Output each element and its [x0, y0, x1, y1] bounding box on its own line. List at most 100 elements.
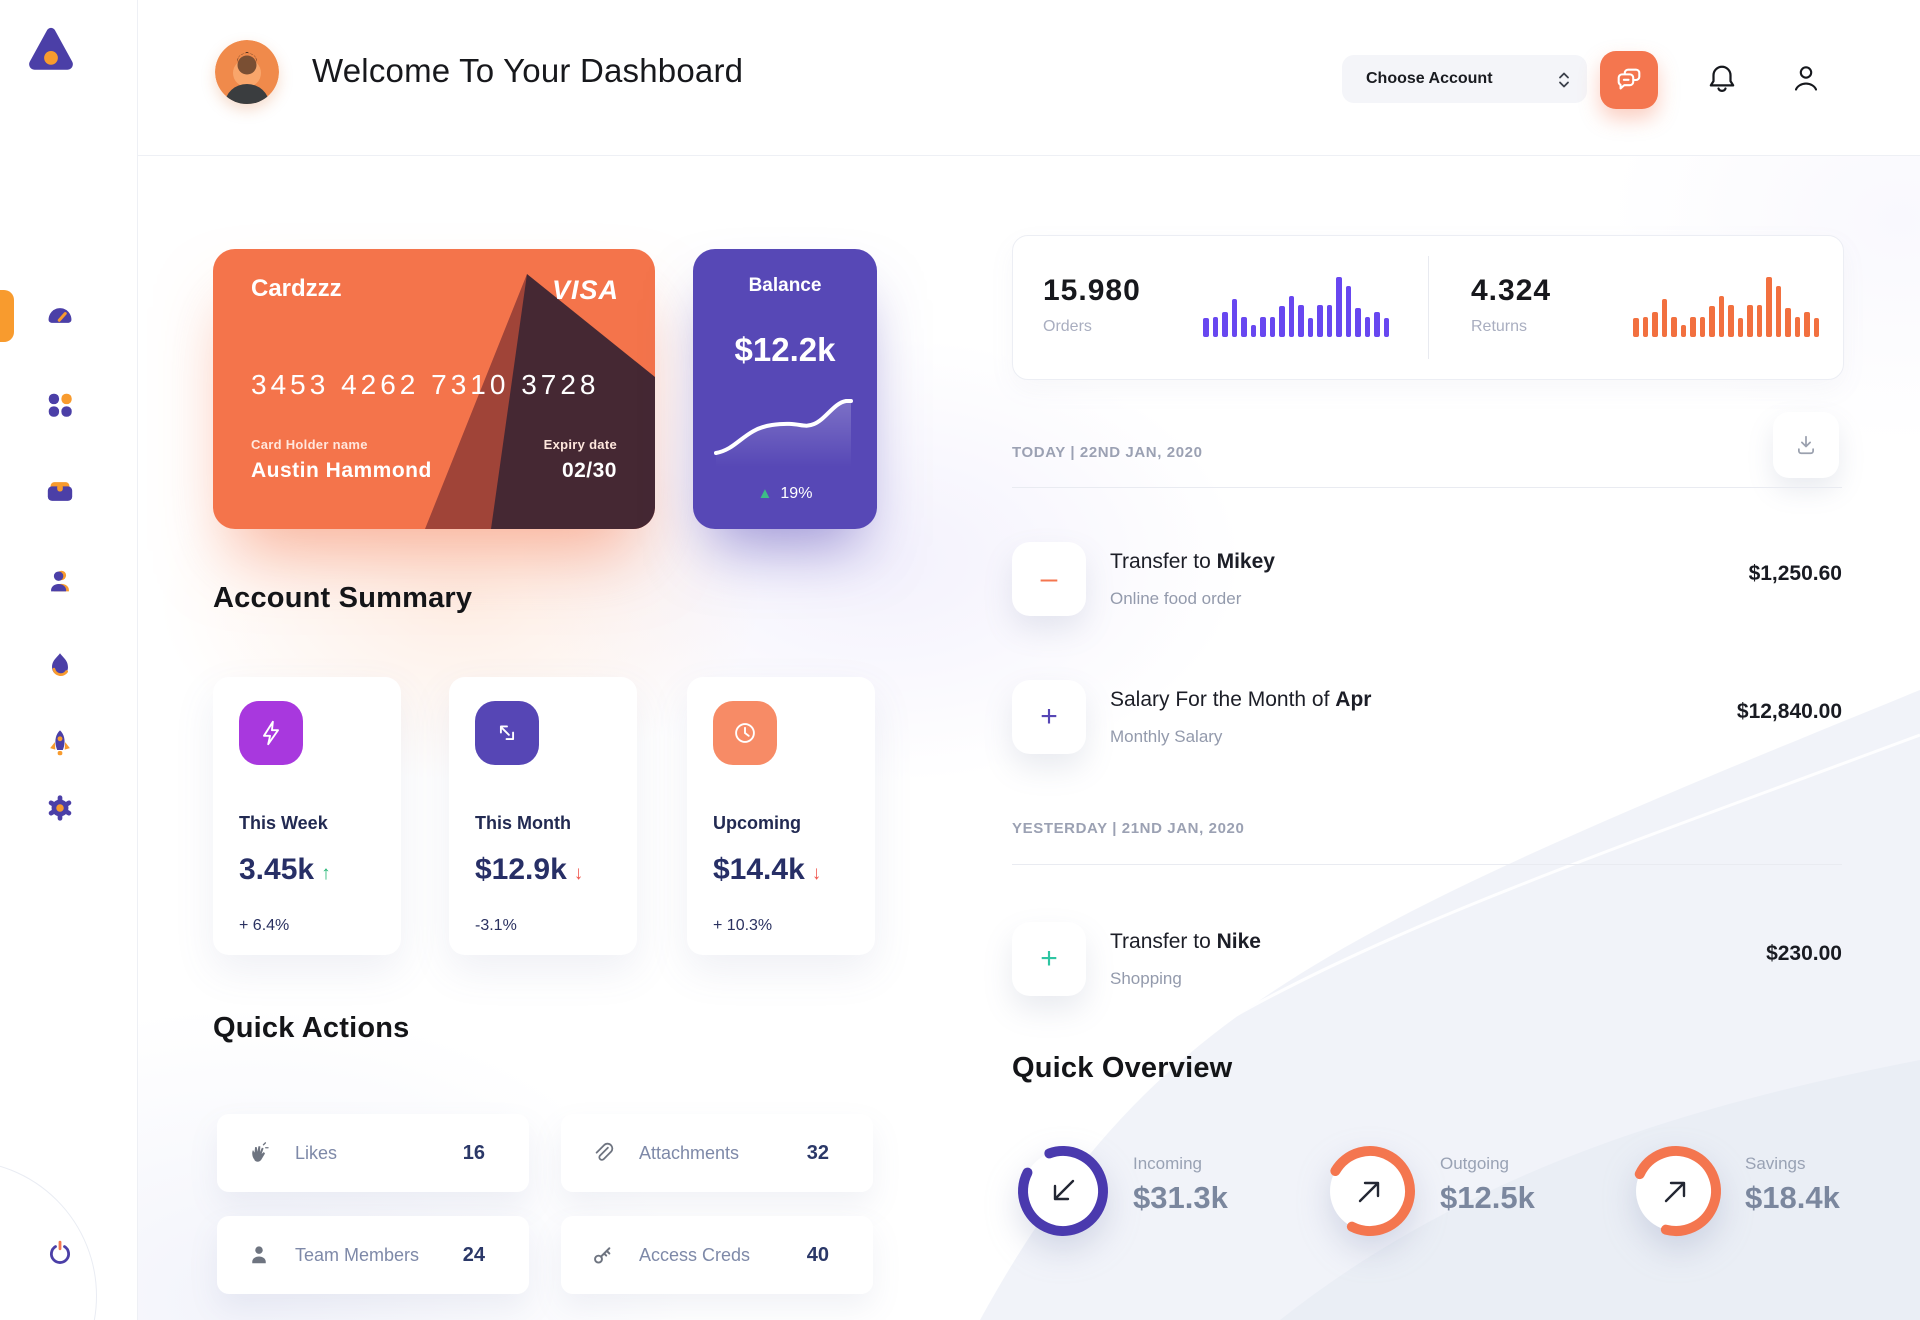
- quick-action-count: 40: [806, 1243, 829, 1266]
- orders-value: 15.980: [1043, 274, 1141, 307]
- flame-icon: [52, 653, 68, 677]
- lightning-icon: [239, 701, 303, 765]
- card-expiry-label: Expiry date: [543, 437, 617, 452]
- power-icon: [49, 1240, 71, 1264]
- overview-label: Savings: [1745, 1154, 1806, 1173]
- quick-action-label: Likes: [295, 1142, 338, 1163]
- transactions-date-yesterday: YESTERDAY | 21ND JAN, 2020: [1012, 820, 1245, 837]
- overview-value: $18.4k: [1745, 1180, 1840, 1215]
- transaction-subtitle: Online food order: [1110, 589, 1242, 608]
- sidebar-active-indicator: [0, 290, 14, 342]
- transaction-row-nike[interactable]: + Transfer to Nike Shopping $230.00: [1012, 922, 1842, 996]
- visa-logo: VISA: [551, 275, 619, 305]
- grid-icon: [48, 393, 72, 417]
- sidebar-item-settings[interactable]: [45, 793, 75, 823]
- chat-icon: [1617, 68, 1641, 90]
- user-avatar[interactable]: [215, 40, 279, 104]
- speedometer-icon: [48, 308, 72, 323]
- quick-overview-title: Quick Overview: [1012, 1052, 1233, 1084]
- quick-action-count: 16: [462, 1141, 485, 1164]
- transaction-row-salary[interactable]: + Salary For the Month of Apr Monthly Sa…: [1012, 680, 1842, 754]
- download-icon: [1798, 435, 1814, 455]
- trend-arrow-icon: ↓: [811, 863, 822, 884]
- account-summary-title: Account Summary: [213, 582, 473, 614]
- profile-button[interactable]: [1790, 62, 1822, 99]
- user-icon: [1794, 66, 1818, 91]
- account-select[interactable]: Choose Account: [1342, 55, 1587, 103]
- balance-value: $12.2k: [734, 331, 836, 368]
- briefcase-icon: [47, 482, 73, 501]
- summary-card-upcoming: Upcoming $14.4k ↓ + 10.3%: [687, 677, 875, 955]
- divider: [1012, 864, 1842, 865]
- divider: [1012, 487, 1842, 488]
- transaction-subtitle: Monthly Salary: [1110, 727, 1223, 746]
- card-decor-triangles: [425, 274, 655, 529]
- overview-label: Outgoing: [1440, 1154, 1509, 1173]
- overview-label: Incoming: [1133, 1154, 1202, 1173]
- quick-action-team-members[interactable]: Team Members 24: [217, 1216, 529, 1294]
- balance-label: Balance: [748, 275, 822, 296]
- transaction-title: Salary For the Month of Apr: [1110, 688, 1372, 711]
- account-select-label: Choose Account: [1366, 70, 1493, 87]
- trend-arrow-icon: ↓: [573, 863, 584, 884]
- summary-label: Upcoming: [713, 813, 801, 833]
- summary-change: + 10.3%: [713, 917, 773, 934]
- quick-action-label: Team Members: [295, 1244, 420, 1265]
- card-number: 3453 4262 7310 3728: [251, 369, 600, 400]
- app-logo[interactable]: [22, 22, 80, 80]
- summary-card-this-month: This Month $12.9k ↓ -3.1%: [449, 677, 637, 955]
- key-icon: [594, 1247, 611, 1264]
- user-icon: [51, 570, 69, 592]
- summary-value: $12.9k ↓: [475, 853, 584, 886]
- messages-button[interactable]: [1600, 51, 1658, 109]
- transaction-amount: $1,250.60: [1748, 562, 1842, 585]
- sidebar-item-dashboard[interactable]: [45, 302, 75, 332]
- quick-action-label: Attachments: [639, 1142, 740, 1163]
- quick-action-count: 32: [806, 1141, 829, 1164]
- transaction-amount: $230.00: [1766, 942, 1842, 965]
- sidebar-item-work[interactable]: [45, 477, 75, 507]
- overview-value: $31.3k: [1133, 1180, 1228, 1215]
- quick-action-label: Access Creds: [639, 1244, 751, 1265]
- transaction-title: Transfer to Mikey: [1110, 550, 1275, 573]
- returns-label: Returns: [1471, 318, 1528, 335]
- summary-value: $14.4k ↓: [713, 853, 822, 886]
- transactions-date-today: TODAY | 22ND JAN, 2020: [1012, 444, 1203, 461]
- quick-action-count: 24: [462, 1243, 485, 1266]
- returns-bar-chart: [1633, 275, 1819, 337]
- up-arrow-icon: ▲: [757, 485, 773, 502]
- sidebar-item-apps[interactable]: [45, 390, 75, 420]
- savings-ring: [1631, 1146, 1721, 1236]
- sidebar: [0, 0, 138, 1320]
- sidebar-item-launch[interactable]: [45, 728, 75, 758]
- quick-action-attachments[interactable]: Attachments 32: [561, 1114, 873, 1192]
- sidebar-logout[interactable]: [45, 1237, 75, 1267]
- sidebar-item-trending[interactable]: [45, 650, 75, 680]
- minus-icon: –: [1012, 542, 1086, 616]
- paperclip-icon: [595, 1142, 614, 1161]
- returns-value: 4.324: [1471, 274, 1552, 307]
- sidebar-item-contacts[interactable]: [45, 566, 75, 596]
- outgoing-ring: [1325, 1146, 1415, 1236]
- overview-value: $12.5k: [1440, 1180, 1535, 1215]
- hand-icon: [252, 1142, 269, 1162]
- summary-change: + 6.4%: [239, 917, 290, 934]
- card-holder-label: Card Holder name: [251, 437, 368, 452]
- download-button[interactable]: [1773, 412, 1839, 478]
- incoming-ring: [1018, 1145, 1108, 1236]
- notifications-button[interactable]: [1705, 62, 1739, 101]
- summary-card-this-week: This Week 3.45k ↑ + 6.4%: [213, 677, 401, 955]
- transaction-amount: $12,840.00: [1736, 700, 1842, 723]
- summary-value: 3.45k ↑: [239, 853, 331, 886]
- balance-sparkline: [714, 399, 853, 467]
- quick-action-likes[interactable]: Likes 16: [217, 1114, 529, 1192]
- quick-actions-title: Quick Actions: [213, 1012, 410, 1044]
- quick-action-access-creds[interactable]: Access Creds 40: [561, 1216, 873, 1294]
- transaction-row-mikey[interactable]: – Transfer to Mikey Online food order $1…: [1012, 542, 1842, 616]
- chevron-updown-icon: [1559, 72, 1569, 88]
- card-expiry: 02/30: [561, 459, 617, 482]
- trend-arrow-icon: ↑: [321, 863, 331, 884]
- summary-label: This Week: [239, 813, 328, 833]
- page-title: Welcome To Your Dashboard: [312, 52, 744, 89]
- plus-icon: +: [1012, 680, 1086, 754]
